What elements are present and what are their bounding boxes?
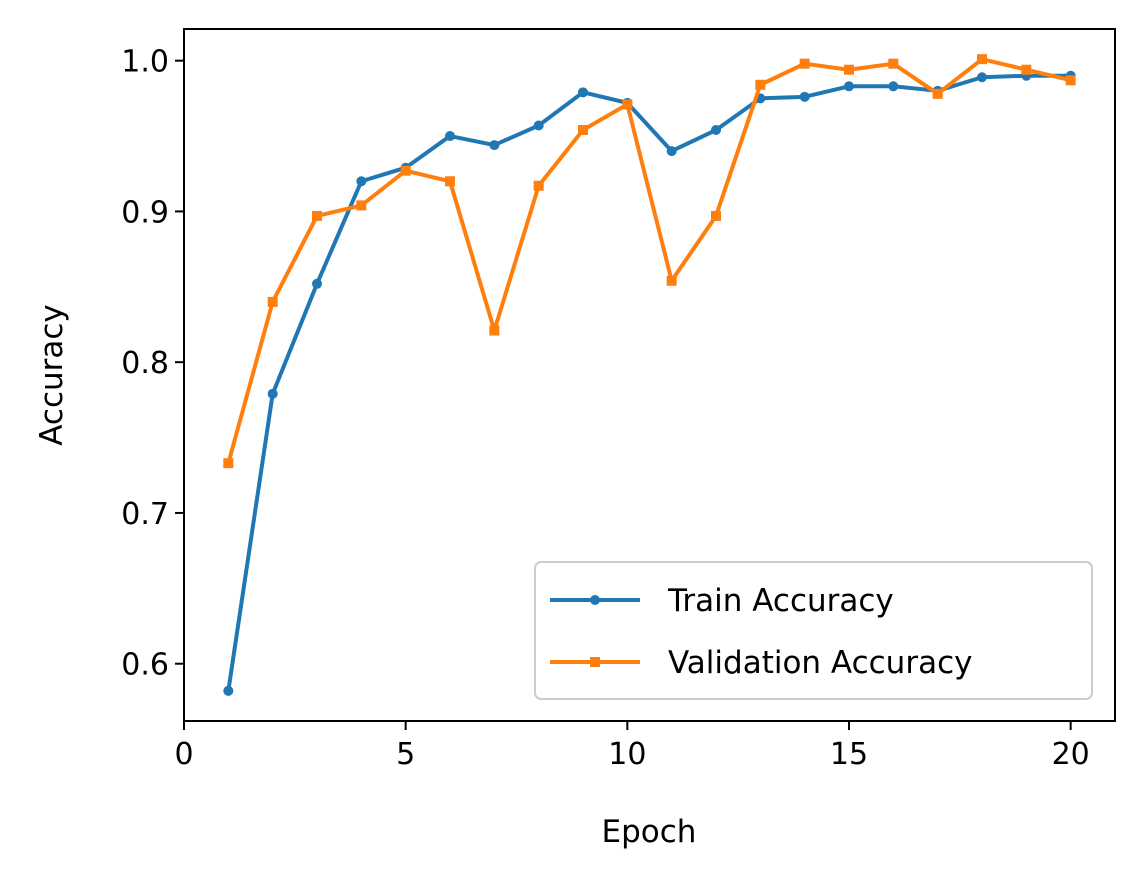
data-point-train — [312, 278, 322, 289]
x-tick-label: 15 — [830, 737, 868, 772]
data-point-validation — [755, 79, 766, 90]
data-point-validation — [799, 58, 810, 69]
data-point-validation — [977, 54, 987, 65]
data-point-validation — [711, 210, 721, 221]
y-tick-label: 1.0 — [121, 45, 169, 80]
legend-entry-validation: Validation Accuracy — [550, 645, 972, 681]
legend-label-validation: Validation Accuracy — [668, 645, 972, 681]
data-point-train — [267, 388, 278, 399]
legend-marker-validation — [590, 657, 600, 667]
data-point-validation — [666, 275, 677, 286]
legend-box — [534, 561, 1093, 700]
data-point-validation — [1065, 75, 1076, 86]
y-axis-ticks: 0.6 0.7 0.8 0.9 1.0 — [121, 45, 184, 683]
data-point-validation — [312, 210, 322, 221]
data-point-validation — [267, 296, 278, 307]
series-line-validation — [225, 57, 1074, 466]
x-tick-label: 5 — [396, 737, 415, 772]
data-point-validation — [578, 125, 588, 136]
data-point-train — [489, 140, 500, 151]
legend: Train Accuracy Validation Accuracy — [534, 561, 1093, 700]
data-point-train — [578, 87, 588, 98]
data-point-train — [445, 131, 455, 142]
data-point-validation — [489, 325, 500, 336]
x-tick-label: 0 — [174, 737, 193, 772]
data-point-train — [888, 81, 899, 92]
legend-label-train: Train Accuracy — [667, 583, 894, 619]
data-point-validation — [622, 99, 633, 110]
y-tick-label: 0.9 — [121, 195, 169, 230]
plot-area-frame — [183, 28, 1116, 722]
data-point-validation — [533, 180, 544, 191]
x-tick-label: 20 — [1052, 737, 1090, 772]
data-point-validation — [888, 58, 899, 69]
legend-entry-train: Train Accuracy — [550, 583, 894, 619]
data-point-train — [844, 81, 854, 92]
data-point-validation — [844, 64, 854, 75]
data-point-train — [356, 176, 367, 187]
y-tick-label: 0.8 — [121, 346, 169, 381]
legend-marker-train — [590, 595, 600, 605]
y-tick-label: 0.6 — [121, 648, 169, 683]
data-point-train — [223, 685, 234, 696]
data-point-validation — [445, 176, 455, 187]
data-point-validation — [223, 458, 234, 469]
data-point-train — [666, 146, 677, 157]
y-tick-label: 0.7 — [121, 497, 169, 532]
x-axis-label: Epoch — [602, 814, 697, 850]
data-point-validation — [932, 88, 943, 99]
data-point-train — [799, 91, 810, 102]
x-axis-ticks: 0 5 10 15 20 — [174, 721, 1090, 772]
data-point-train — [977, 72, 987, 83]
data-point-train — [711, 125, 721, 136]
data-point-train — [533, 120, 544, 131]
series-layer — [223, 54, 1076, 696]
data-point-validation — [1021, 64, 1032, 75]
data-point-validation — [400, 165, 411, 176]
data-point-validation — [356, 200, 367, 211]
x-tick-label: 10 — [608, 737, 646, 772]
y-axis-label: Accuracy — [34, 304, 70, 446]
